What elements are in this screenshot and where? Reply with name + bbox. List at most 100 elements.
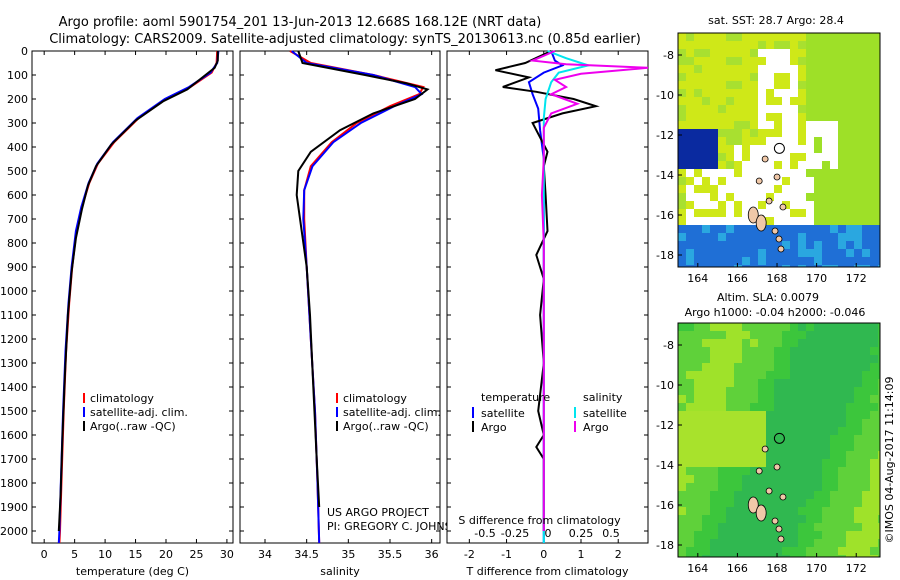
map-frame: [677, 322, 881, 558]
map-cell: [726, 523, 734, 531]
map-cell: [806, 379, 814, 387]
map-cell: [806, 483, 814, 491]
map-cell: [870, 249, 878, 257]
map-cell: [742, 65, 750, 73]
map-cell: [686, 241, 694, 249]
map-cell: [702, 241, 710, 249]
map-cell: [854, 209, 862, 217]
map-cell: [750, 379, 758, 387]
map-cell: [750, 57, 758, 65]
map-cell: [862, 443, 870, 451]
map-cell: [694, 451, 702, 459]
map-cell: [830, 129, 838, 137]
map-cell: [806, 89, 814, 97]
map-cell: [822, 379, 830, 387]
map-cell: [718, 411, 726, 419]
map-cell: [878, 97, 880, 105]
map-cell: [822, 427, 830, 435]
map-cell: [694, 233, 702, 241]
island: [771, 517, 779, 525]
map-cell: [838, 531, 846, 539]
map-cell: [798, 241, 806, 249]
map-cell: [678, 105, 686, 113]
legend-heading-salinity: salinity: [583, 391, 623, 404]
map-cell: [774, 443, 782, 451]
map-cell: [678, 177, 686, 185]
map-cell: [806, 339, 814, 347]
map-cell: [854, 419, 862, 427]
map-cell: [710, 379, 718, 387]
map-cell: [830, 395, 838, 403]
map-cell: [790, 33, 798, 41]
map-cell: [838, 419, 846, 427]
map-cell: [718, 73, 726, 81]
map-cell: [838, 161, 846, 169]
map-cell: [734, 249, 742, 257]
series-line: [528, 50, 649, 531]
map-cell: [782, 523, 790, 531]
map-cell: [702, 435, 710, 443]
map-cell: [854, 81, 862, 89]
map-cell: [814, 427, 822, 435]
sla-map-title-1: Altim. SLA: 0.0079: [717, 291, 819, 304]
map-cell: [798, 475, 806, 483]
map-cell: [758, 403, 766, 411]
map-cell: [774, 531, 782, 539]
map-cell: [702, 121, 710, 129]
map-cell: [718, 323, 726, 331]
map-cell: [846, 427, 854, 435]
map-cell: [734, 403, 742, 411]
map-cell: [822, 33, 830, 41]
map-cell: [686, 523, 694, 531]
map-cell: [702, 339, 710, 347]
map-cell: [750, 105, 758, 113]
map-cell: [726, 209, 734, 217]
map-cell: [830, 411, 838, 419]
map-cell: [750, 531, 758, 539]
map-cell: [790, 411, 798, 419]
map-cell: [806, 451, 814, 459]
map-cell: [854, 395, 862, 403]
map-cell: [766, 443, 774, 451]
map-cell: [742, 241, 750, 249]
map-cell: [734, 185, 742, 193]
map-cell: [790, 65, 798, 73]
map-cell: [782, 379, 790, 387]
map-cell: [878, 363, 880, 371]
map-cell: [766, 209, 774, 217]
map-cell: [862, 65, 870, 73]
series-line: [57, 51, 219, 532]
map-cell: [702, 145, 710, 153]
map-cell: [854, 443, 862, 451]
map-cell: [694, 209, 702, 217]
map-cell: [766, 403, 774, 411]
map-cell: [710, 257, 718, 265]
map-cell: [806, 539, 814, 547]
map-cell: [686, 555, 694, 557]
map-cell: [870, 483, 878, 491]
map-cell: [742, 217, 750, 225]
map-cell: [846, 185, 854, 193]
map-cell: [750, 113, 758, 121]
map-cell: [686, 137, 694, 145]
map-cell: [734, 201, 742, 209]
map-cell: [694, 89, 702, 97]
map-cell: [758, 249, 766, 257]
map-cell: [758, 459, 766, 467]
map-cell: [686, 177, 694, 185]
map-cell: [734, 193, 742, 201]
map-cell: [678, 523, 686, 531]
map-cell: [822, 201, 830, 209]
map-cell: [686, 97, 694, 105]
map-cell: [878, 371, 880, 379]
map-cell: [742, 193, 750, 201]
map-cell: [734, 105, 742, 113]
map-cell: [766, 185, 774, 193]
map-cell: [846, 419, 854, 427]
map-cell: [750, 65, 758, 73]
map-cell: [774, 169, 782, 177]
map-cell: [686, 49, 694, 57]
y-tick-label: 1000: [0, 285, 28, 298]
map-cell: [878, 241, 880, 249]
